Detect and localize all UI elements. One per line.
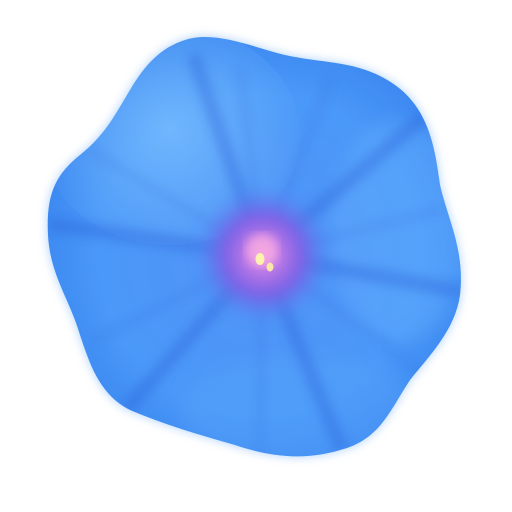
petal-highlight-right <box>330 120 461 340</box>
flower-throat-core <box>246 234 278 266</box>
stamen <box>255 253 265 265</box>
stamen <box>266 262 274 272</box>
petal-highlight-bottom <box>180 355 420 457</box>
